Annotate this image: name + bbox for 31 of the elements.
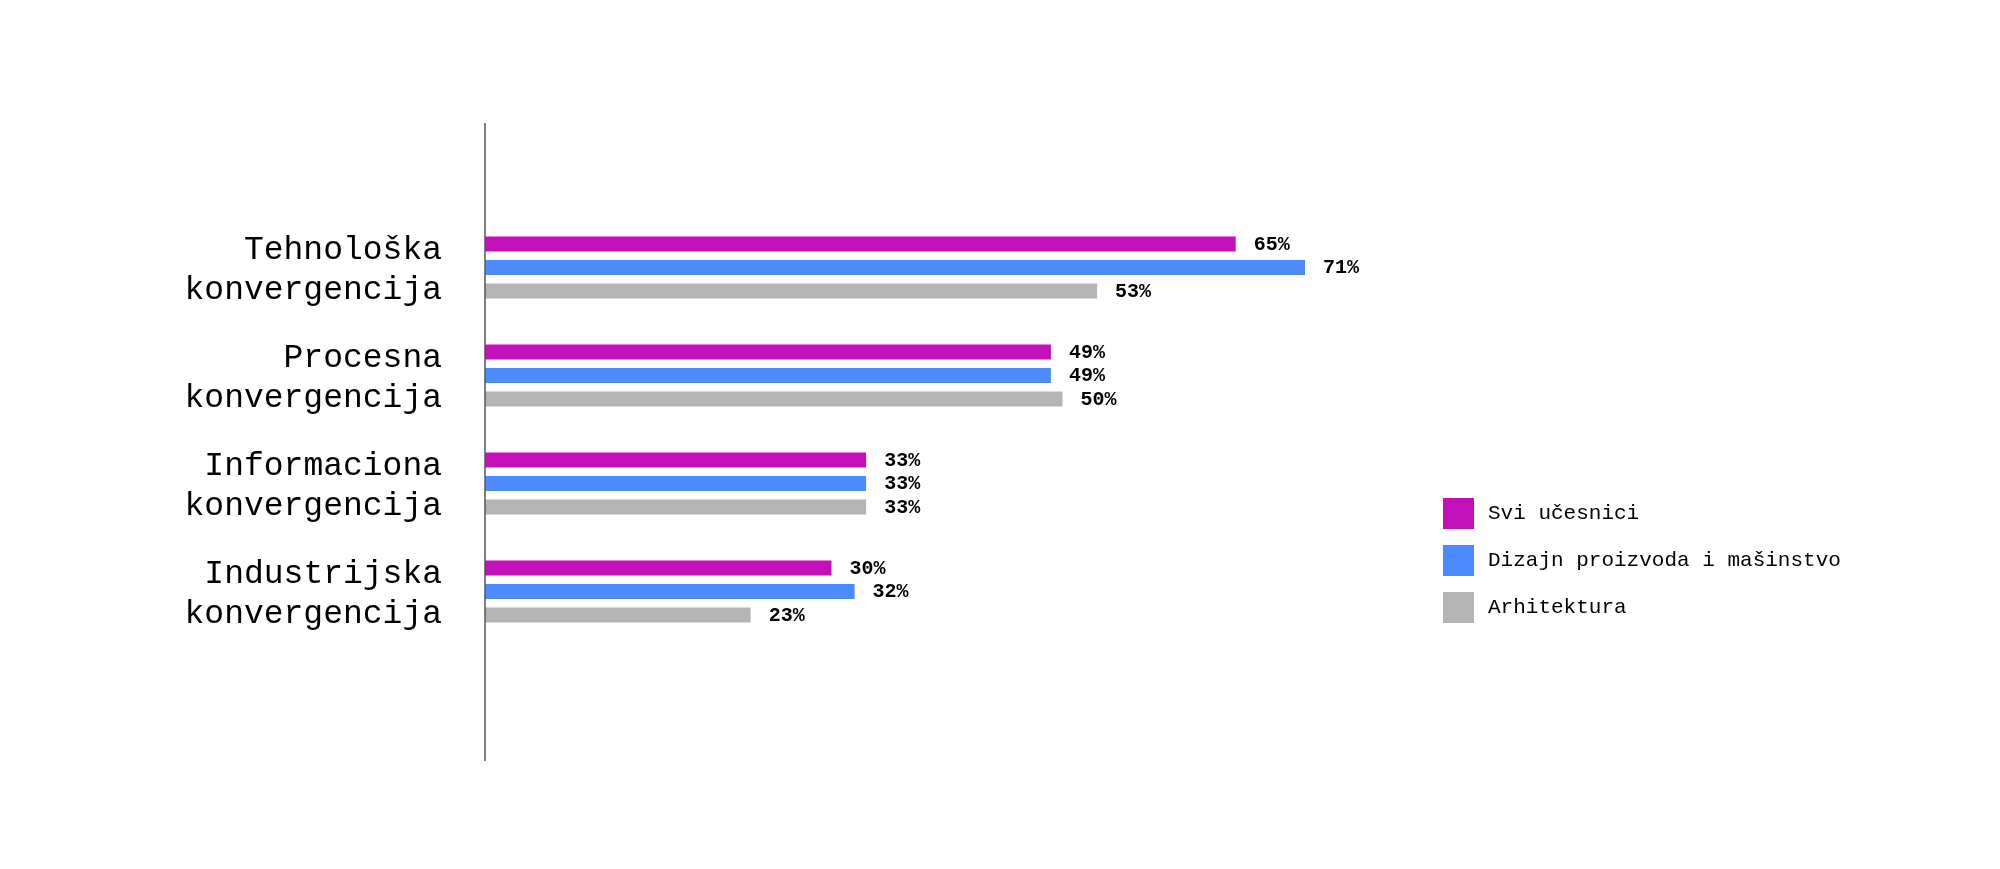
bar (485, 368, 1051, 383)
data-label: 33% (884, 472, 922, 495)
data-label: 32% (872, 580, 910, 603)
data-label: 71% (1323, 256, 1360, 279)
data-label: 30% (849, 556, 887, 580)
data-label: 53% (1115, 279, 1153, 303)
bar (485, 560, 832, 576)
bar (485, 607, 751, 623)
data-label: 65% (1253, 232, 1291, 256)
bar (485, 236, 1236, 252)
bar (485, 452, 867, 468)
data-label: 33% (884, 495, 922, 519)
legend-label: Dizajn proizvoda i mašinstvo (1488, 548, 1841, 572)
data-label: 50% (1080, 387, 1118, 411)
data-label: 49% (1068, 340, 1106, 364)
data-label: 23% (768, 603, 806, 627)
bar (485, 584, 855, 599)
data-label: 49% (1068, 364, 1106, 387)
data-label: 33% (884, 448, 922, 472)
y-tick-label: Industrijska konvergencija (184, 555, 442, 633)
bar (485, 391, 1063, 407)
y-tick-label: Informaciona konvergencija (184, 447, 442, 525)
y-tick-label: Procesna konvergencija (184, 339, 442, 417)
legend-label: Svi učesnici (1488, 501, 1640, 525)
bar (485, 499, 867, 515)
y-tick-label: Tehnološka konvergencija (184, 231, 442, 309)
bar (485, 476, 867, 491)
legend-label: Arhitektura (1488, 595, 1627, 619)
bar (485, 260, 1305, 275)
bar (485, 344, 1051, 360)
bar (485, 283, 1098, 299)
